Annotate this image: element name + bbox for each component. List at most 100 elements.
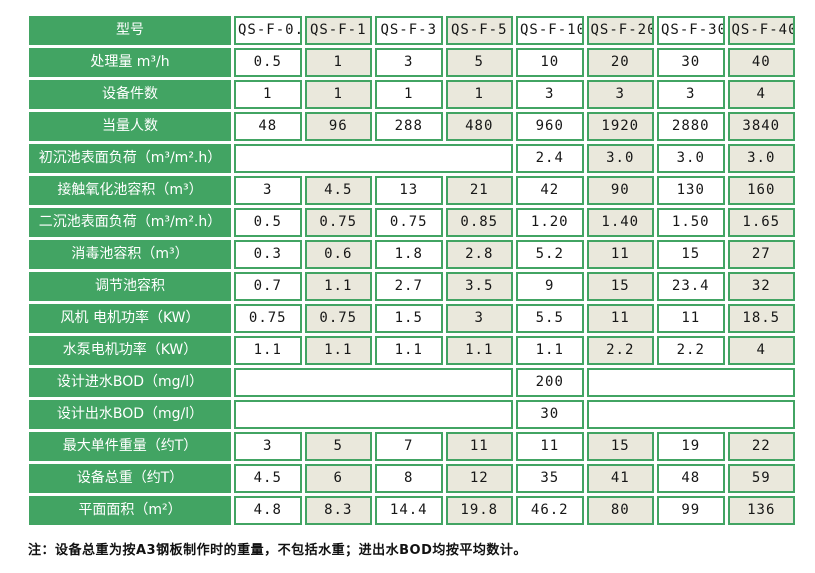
value-cell: 90 — [586, 176, 654, 205]
table-row: 设计出水BOD（mg/l） 30 — [29, 400, 795, 429]
value-cell: 41 — [586, 464, 654, 493]
value-cell: 0.75 — [304, 304, 372, 333]
table-row: 风机 电机功率（KW） 0.75 0.75 1.5 3 5.5 11 11 18.5 — [29, 304, 795, 333]
value-cell: 0.75 — [375, 208, 443, 237]
row-label-cell: 初沉池表面负荷（m³/m².h） — [29, 144, 231, 173]
value-cell: 1.1 — [234, 336, 302, 365]
value-cell: 48 — [234, 112, 302, 141]
value-cell: 11 — [657, 304, 725, 333]
value-cell: 3 — [375, 48, 443, 77]
model-column-header: QS-F-10 — [516, 16, 584, 45]
row-label-cell: 最大单件重量（约T） — [29, 432, 231, 461]
value-cell: 4.5 — [304, 176, 372, 205]
value-cell: 99 — [657, 496, 725, 525]
value-cell: 0.75 — [234, 304, 302, 333]
row-label-cell: 设计出水BOD（mg/l） — [29, 400, 231, 429]
value-cell: 5.5 — [516, 304, 584, 333]
value-cell: 960 — [516, 112, 584, 141]
empty-cell — [234, 368, 513, 397]
value-cell: 19.8 — [445, 496, 513, 525]
table-row: 调节池容积 0.7 1.1 2.7 3.5 9 15 23.4 32 — [29, 272, 795, 301]
value-cell: 14.4 — [375, 496, 443, 525]
value-cell: 12 — [445, 464, 513, 493]
value-cell: 2.2 — [586, 336, 654, 365]
value-cell: 30 — [516, 400, 584, 429]
value-cell: 4.5 — [234, 464, 302, 493]
value-cell: 0.3 — [234, 240, 302, 269]
table-row: 当量人数 48 96 288 480 960 1920 2880 3840 — [29, 112, 795, 141]
value-cell: 136 — [727, 496, 795, 525]
empty-cell — [586, 368, 795, 397]
value-cell: 2.7 — [375, 272, 443, 301]
value-cell: 10 — [516, 48, 584, 77]
value-cell: 3.5 — [445, 272, 513, 301]
value-cell: 0.75 — [304, 208, 372, 237]
table-row: 设计进水BOD（mg/l） 200 — [29, 368, 795, 397]
value-cell: 1 — [304, 80, 372, 109]
empty-cell — [234, 144, 513, 173]
value-cell: 7 — [375, 432, 443, 461]
value-cell: 20 — [586, 48, 654, 77]
table-row: 消毒池容积（m³） 0.3 0.6 1.8 2.8 5.2 11 15 27 — [29, 240, 795, 269]
value-cell: 59 — [727, 464, 795, 493]
value-cell: 30 — [657, 48, 725, 77]
header-row: 型号QS-F-0.5QS-F-1QS-F-3QS-F-5QS-F-10QS-F-… — [29, 16, 795, 45]
value-cell: 160 — [727, 176, 795, 205]
table-row: 设备件数 1 1 1 1 3 3 3 4 — [29, 80, 795, 109]
value-cell: 11 — [445, 432, 513, 461]
model-column-header: QS-F-3 — [375, 16, 443, 45]
value-cell: 4 — [727, 80, 795, 109]
model-column-header: QS-F-40 — [727, 16, 795, 45]
table-row: 二沉池表面负荷（m³/m².h） 0.5 0.75 0.75 0.85 1.20 1.40 1… — [29, 208, 795, 237]
value-cell: 2.4 — [516, 144, 584, 173]
value-cell: 8.3 — [304, 496, 372, 525]
value-cell: 0.5 — [234, 48, 302, 77]
value-cell: 4.8 — [234, 496, 302, 525]
value-cell: 130 — [657, 176, 725, 205]
model-column-header: QS-F-5 — [445, 16, 513, 45]
row-label-cell: 平面面积（m²） — [29, 496, 231, 525]
table-row: 水泵电机功率（KW） 1.1 1.1 1.1 1.1 1.1 2.2 2.2 4 — [29, 336, 795, 365]
value-cell: 48 — [657, 464, 725, 493]
row-label-cell: 设计进水BOD（mg/l） — [29, 368, 231, 397]
row-label-cell: 当量人数 — [29, 112, 231, 141]
value-cell: 5.2 — [516, 240, 584, 269]
value-cell: 200 — [516, 368, 584, 397]
row-label-cell: 调节池容积 — [29, 272, 231, 301]
value-cell: 19 — [657, 432, 725, 461]
table-row: 初沉池表面负荷（m³/m².h） 2.4 3.0 3.0 3.0 — [29, 144, 795, 173]
value-cell: 42 — [516, 176, 584, 205]
value-cell: 1 — [445, 80, 513, 109]
value-cell: 3.0 — [586, 144, 654, 173]
value-cell: 1.5 — [375, 304, 443, 333]
value-cell: 6 — [304, 464, 372, 493]
value-cell: 2.8 — [445, 240, 513, 269]
value-cell: 1 — [375, 80, 443, 109]
value-cell: 9 — [516, 272, 584, 301]
value-cell: 21 — [445, 176, 513, 205]
value-cell: 23.4 — [657, 272, 725, 301]
value-cell: 32 — [727, 272, 795, 301]
value-cell: 288 — [375, 112, 443, 141]
value-cell: 1.40 — [586, 208, 654, 237]
value-cell: 0.6 — [304, 240, 372, 269]
row-label-cell: 二沉池表面负荷（m³/m².h） — [29, 208, 231, 237]
value-cell: 35 — [516, 464, 584, 493]
value-cell: 3 — [234, 176, 302, 205]
value-cell: 15 — [586, 432, 654, 461]
row-label-cell: 设备总重（约T） — [29, 464, 231, 493]
value-cell: 8 — [375, 464, 443, 493]
spec-table: 型号QS-F-0.5QS-F-1QS-F-3QS-F-5QS-F-10QS-F-… — [26, 13, 798, 528]
value-cell: 3 — [234, 432, 302, 461]
value-cell: 2.2 — [657, 336, 725, 365]
empty-cell — [586, 400, 795, 429]
table-row: 设备总重（约T） 4.5 6 8 12 35 41 48 59 — [29, 464, 795, 493]
page: 型号QS-F-0.5QS-F-1QS-F-3QS-F-5QS-F-10QS-F-… — [26, 13, 798, 558]
value-cell: 80 — [586, 496, 654, 525]
value-cell: 1920 — [586, 112, 654, 141]
value-cell: 2880 — [657, 112, 725, 141]
empty-cell — [234, 400, 513, 429]
model-column-header: QS-F-30 — [657, 16, 725, 45]
model-column-header: QS-F-0.5 — [234, 16, 302, 45]
table-row: 接触氧化池容积（m³） 3 4.5 13 21 42 90 130 160 — [29, 176, 795, 205]
